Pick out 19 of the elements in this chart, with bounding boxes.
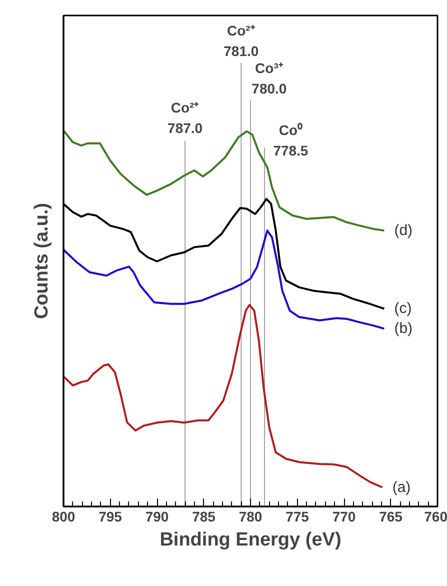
- x-tick-label: 795: [98, 508, 122, 524]
- series-label: (b): [394, 320, 413, 338]
- ref-line-label: Co³⁺ 780.0: [252, 60, 287, 97]
- series-label: (c): [394, 300, 412, 318]
- ref-line-label: Co²⁺ 787.0: [168, 99, 203, 136]
- x-tick-label: 765: [379, 508, 403, 524]
- x-tick-label: 770: [332, 508, 356, 524]
- x-tick-label: 780: [238, 508, 262, 524]
- x-tick-label: 760: [424, 508, 447, 524]
- x-tick-label: 775: [286, 508, 310, 524]
- ref-line-label: Co²⁺ 781.0: [224, 22, 259, 60]
- y-axis-title: Counts (a.u.): [32, 202, 52, 320]
- ref-line-label: Co⁰ 778.5: [273, 122, 308, 159]
- series-label: (d): [394, 222, 413, 240]
- x-tick-label: 790: [145, 508, 169, 524]
- x-tick-label: 785: [192, 508, 216, 524]
- series-label: (a): [392, 478, 411, 496]
- x-tick-label: 800: [52, 508, 76, 524]
- x-axis-title: Binding Energy (eV): [160, 530, 342, 550]
